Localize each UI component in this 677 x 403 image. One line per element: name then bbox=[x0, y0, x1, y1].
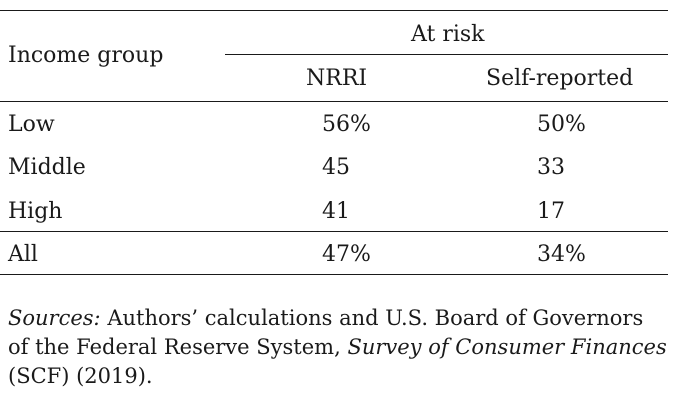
source-label: Sources: bbox=[8, 306, 101, 330]
group-rule bbox=[225, 54, 668, 55]
row-middle-nrri: 45 bbox=[322, 155, 350, 180]
row-label-low: Low bbox=[8, 112, 55, 137]
row-label-high: High bbox=[8, 199, 63, 224]
column-header-nrri: NRRI bbox=[306, 66, 368, 91]
row-all-self-reported: 34% bbox=[537, 242, 586, 267]
column-header-self-reported: Self-reported bbox=[486, 66, 634, 91]
row-middle-self-reported: 33 bbox=[537, 155, 565, 180]
bottom-rule bbox=[0, 274, 668, 275]
total-row-rule bbox=[0, 231, 668, 232]
header-bottom-rule bbox=[0, 101, 668, 102]
row-all-nrri: 47% bbox=[322, 242, 371, 267]
row-low-nrri: 56% bbox=[322, 112, 371, 137]
source-note: Sources: Authors’ calculations and U.S. … bbox=[8, 304, 668, 391]
source-text-end: (SCF) (2019). bbox=[8, 364, 153, 388]
top-rule bbox=[0, 10, 668, 11]
column-group-header-at-risk: At risk bbox=[411, 22, 485, 47]
column-header-income-group: Income group bbox=[8, 43, 164, 68]
row-high-nrri: 41 bbox=[322, 199, 350, 224]
row-label-all: All bbox=[8, 242, 38, 267]
row-low-self-reported: 50% bbox=[537, 112, 586, 137]
row-high-self-reported: 17 bbox=[537, 199, 565, 224]
source-survey-title: Survey of Consumer Finances bbox=[347, 335, 667, 359]
row-label-middle: Middle bbox=[8, 155, 86, 180]
source-text: Authors’ calculations and U.S. Board of … bbox=[8, 306, 644, 359]
